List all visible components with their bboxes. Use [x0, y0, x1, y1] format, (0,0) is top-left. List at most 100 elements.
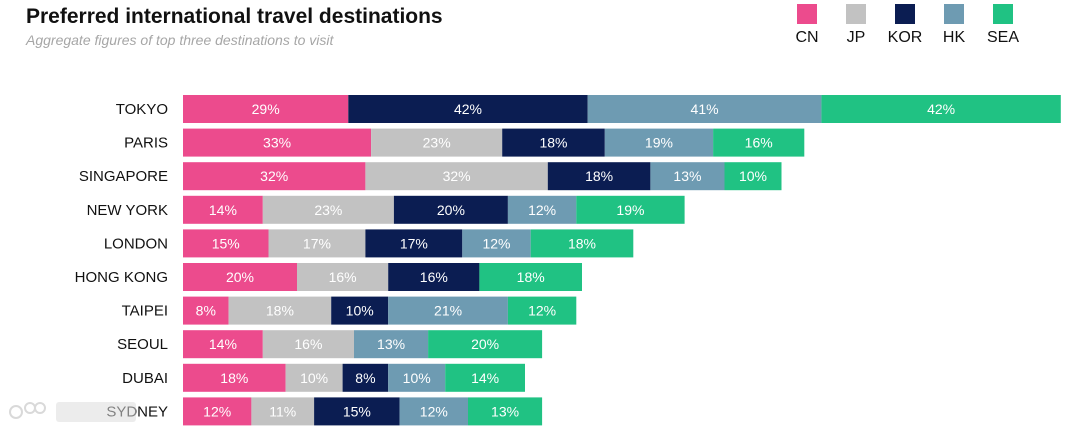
value-label-singapore-cn: 32% [260, 168, 288, 184]
bar-new-york-kor [393, 195, 508, 224]
legend-label-sea: SEA [986, 29, 1020, 46]
value-label-taipei-sea: 12% [528, 303, 556, 319]
value-label-dubai-hk: 10% [403, 370, 431, 386]
legend-label-kor: KOR [887, 29, 923, 46]
value-label-hong-kong-jp: 16% [329, 269, 357, 285]
bar-hong-kong-cn [183, 263, 297, 291]
value-label-sydney-kor: 15% [343, 403, 371, 419]
legend-label-cn: CN [795, 29, 819, 46]
bar-london-hk [462, 229, 531, 258]
bar-singapore-sea [724, 162, 782, 191]
value-label-new-york-kor: 20% [437, 202, 465, 218]
value-label-tokyo-sea: 42% [927, 101, 955, 117]
category-label-new-york: NEW YORK [87, 202, 168, 219]
bar-seoul-cn [183, 330, 263, 359]
bar-new-york-sea [576, 195, 685, 224]
value-label-seoul-hk: 13% [377, 336, 405, 352]
bar-tokyo-sea [821, 95, 1061, 123]
value-label-dubai-kor: 8% [355, 370, 375, 386]
value-label-hong-kong-cn: 20% [226, 269, 254, 285]
bar-london-cn [183, 229, 269, 258]
value-label-hong-kong-kor: 16% [420, 269, 448, 285]
legend-swatch-cn [797, 4, 817, 24]
value-label-new-york-sea: 19% [616, 202, 644, 218]
value-label-paris-kor: 18% [539, 135, 567, 151]
bar-singapore-cn [183, 162, 366, 191]
bar-tokyo-kor [348, 95, 588, 123]
bar-dubai-kor [342, 363, 389, 392]
bar-seoul-jp [262, 330, 354, 359]
bar-new-york-cn [183, 195, 263, 224]
value-label-dubai-jp: 10% [300, 370, 328, 386]
value-label-tokyo-cn: 29% [252, 101, 280, 117]
legend-item-cn: CN [793, 4, 843, 54]
value-label-sydney-cn: 12% [203, 403, 231, 419]
bar-london-jp [268, 229, 366, 258]
bar-sydney-jp [251, 397, 315, 426]
bar-sydney-hk [399, 397, 468, 426]
bar-sydney-kor [314, 397, 400, 426]
value-label-london-cn: 15% [212, 235, 240, 251]
bar-dubai-hk [388, 363, 446, 392]
value-label-tokyo-hk: 41% [691, 101, 719, 117]
value-label-london-kor: 17% [400, 235, 428, 251]
legend-swatch-sea [993, 4, 1013, 24]
value-label-london-hk: 12% [482, 235, 510, 251]
bar-singapore-hk [650, 162, 725, 191]
bar-seoul-sea [428, 330, 543, 359]
value-label-hong-kong-sea: 18% [517, 269, 545, 285]
legend-label-hk: HK [942, 29, 966, 46]
value-label-new-york-hk: 12% [528, 202, 556, 218]
value-label-new-york-cn: 14% [209, 202, 237, 218]
value-label-taipei-hk: 21% [434, 303, 462, 319]
value-label-paris-hk: 19% [645, 135, 673, 151]
category-label-london: LONDON [104, 235, 168, 252]
bar-london-sea [530, 229, 634, 258]
value-label-singapore-hk: 13% [673, 168, 701, 184]
value-label-paris-cn: 33% [263, 135, 291, 151]
bar-london-kor [365, 229, 463, 258]
value-label-london-jp: 17% [303, 235, 331, 251]
bar-paris-jp [371, 128, 503, 157]
value-label-seoul-sea: 20% [471, 336, 499, 352]
bar-taipei-cn [183, 296, 229, 325]
legend-label-jp: JP [846, 29, 866, 46]
category-label-dubai: DUBAI [122, 370, 168, 387]
bar-dubai-jp [285, 363, 343, 392]
bar-singapore-kor [547, 162, 651, 191]
chart-subtitle: Aggregate figures of top three destinati… [26, 32, 334, 48]
bar-dubai-cn [183, 363, 286, 392]
category-label-seoul: SEOUL [117, 336, 168, 353]
bar-paris-hk [604, 128, 714, 157]
bar-new-york-hk [507, 195, 577, 224]
value-label-tokyo-kor: 42% [454, 101, 482, 117]
watermark-logo-icon [9, 402, 136, 422]
legend-item-hk: HK [940, 4, 990, 54]
legend-item-kor: KOR [887, 4, 941, 54]
value-label-dubai-sea: 14% [471, 370, 499, 386]
value-label-singapore-jp: 32% [443, 168, 471, 184]
value-label-sydney-sea: 13% [491, 403, 519, 419]
category-label-taipei: TAIPEI [122, 303, 168, 320]
value-label-paris-sea: 16% [745, 135, 773, 151]
bar-new-york-jp [262, 195, 394, 224]
bar-taipei-hk [388, 296, 508, 325]
bar-sydney-cn [183, 397, 252, 426]
bar-hong-kong-sea [479, 263, 582, 291]
bar-taipei-sea [507, 296, 577, 325]
value-label-singapore-kor: 18% [585, 168, 613, 184]
legend-swatch-kor [895, 4, 915, 24]
value-label-taipei-cn: 8% [196, 303, 216, 319]
category-label-tokyo: TOKYO [116, 101, 168, 118]
value-label-sydney-jp: 11% [269, 403, 296, 419]
value-label-singapore-sea: 10% [739, 168, 767, 184]
legend-swatch-jp [846, 4, 866, 24]
value-label-sydney-hk: 12% [420, 403, 448, 419]
bar-paris-cn [183, 128, 372, 157]
value-label-new-york-jp: 23% [314, 202, 342, 218]
value-label-seoul-jp: 16% [294, 336, 322, 352]
bar-sydney-sea [468, 397, 543, 426]
value-label-london-sea: 18% [568, 235, 596, 251]
bar-hong-kong-kor [388, 263, 480, 291]
